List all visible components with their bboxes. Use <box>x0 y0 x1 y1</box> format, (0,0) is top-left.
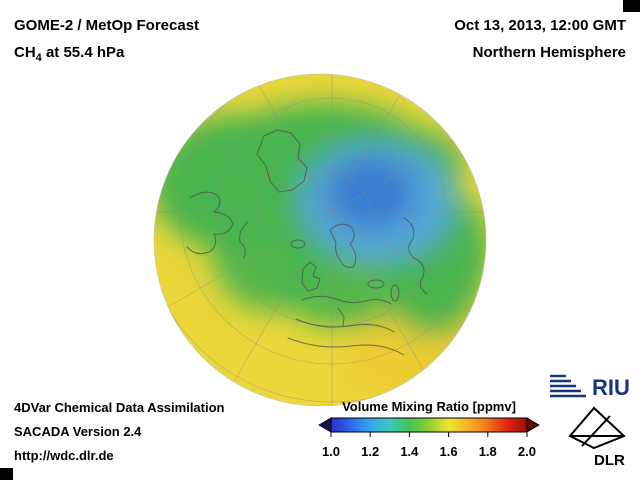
species-subscript: 4 <box>35 52 42 64</box>
datetime-label: Oct 13, 2013, 12:00 GMT <box>454 17 626 34</box>
dlr-logo-text: DLR <box>594 452 625 468</box>
globe-map <box>152 72 488 408</box>
ch4-field <box>154 102 486 406</box>
tick-label: 1.4 <box>400 444 419 459</box>
colorbar-right-arrow <box>526 417 540 433</box>
colorbar-ticks <box>330 432 528 437</box>
colorbar-title: Volume Mixing Ratio [ppmv] <box>342 399 516 414</box>
colorbar-gradient <box>330 417 528 433</box>
coastlines <box>186 129 428 356</box>
tick-label: 1.2 <box>361 444 380 459</box>
dlr-logo: DLR <box>558 404 630 469</box>
header-left: GOME-2 / MetOp Forecast CH4 at 55.4 hPa <box>14 12 199 72</box>
riu-logo-stripes-icon <box>550 374 586 398</box>
globe-svg <box>153 73 487 407</box>
riu-logo-text: RIU <box>592 375 630 400</box>
colorbar: Volume Mixing Ratio [ppmv] <box>318 399 540 459</box>
version-label: SACADA Version 2.4 <box>14 424 142 439</box>
footer-credits: 4DVar Chemical Data Assimilation SACADA … <box>14 396 225 468</box>
assimilation-label: 4DVar Chemical Data Assimilation <box>14 400 225 415</box>
colorbar-left-arrow <box>318 417 332 433</box>
tick-label: 1.8 <box>478 444 497 459</box>
globe-edge <box>153 73 487 407</box>
tick-label: 2.0 <box>517 444 536 459</box>
species-prefix: CH <box>14 44 36 61</box>
header-right: Oct 13, 2013, 12:00 GMT Northern Hemisph… <box>454 12 626 66</box>
tick-label: 1.6 <box>439 444 458 459</box>
species-level-label: CH4 at 55.4 hPa <box>14 39 199 72</box>
species-suffix: at 55.4 hPa <box>41 44 125 61</box>
corner-marker-top-right <box>623 0 640 12</box>
corner-marker-bottom-left <box>0 468 13 480</box>
product-title: GOME-2 / MetOp Forecast <box>14 17 200 34</box>
wdc-url-label: http://wdc.dlr.de <box>14 448 114 463</box>
colorbar-tick-labels: 1.0 1.2 1.4 1.6 1.8 2.0 <box>318 444 540 459</box>
colorbar-svg <box>318 417 540 437</box>
region-label: Northern Hemisphere <box>472 44 626 61</box>
tick-label: 1.0 <box>321 444 341 459</box>
dlr-emblem-icon <box>568 406 626 450</box>
riu-logo: RIU <box>546 370 630 400</box>
